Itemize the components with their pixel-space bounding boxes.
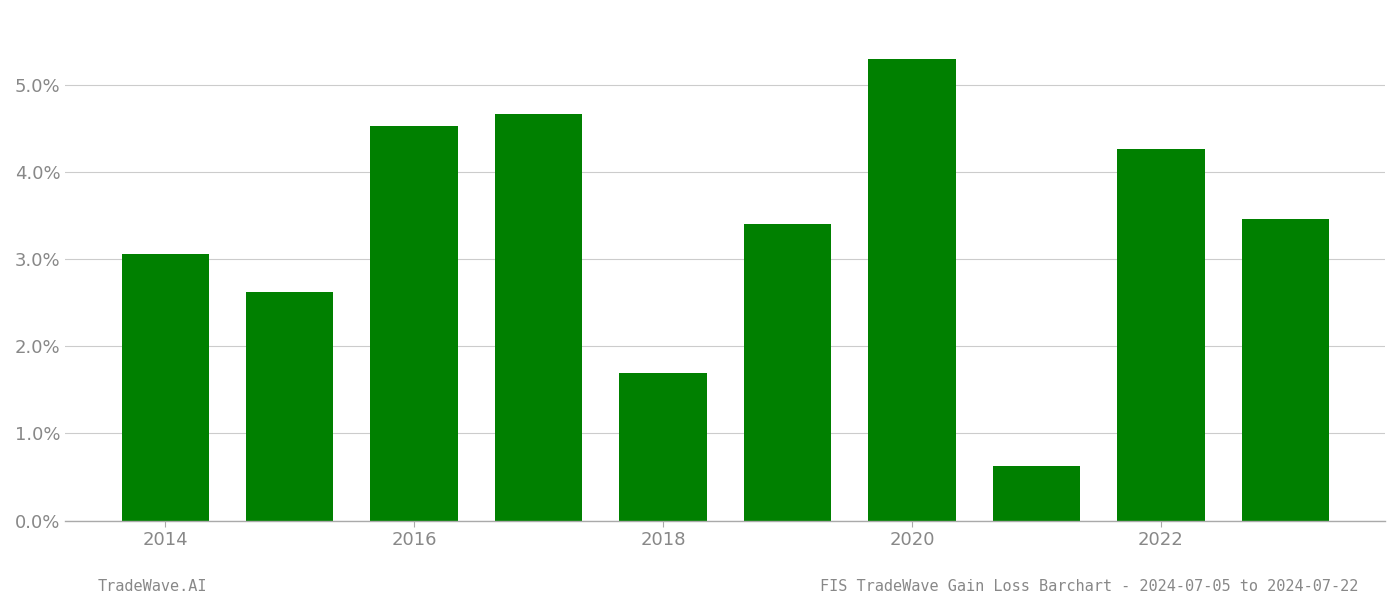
Bar — [743, 224, 832, 521]
Bar — [122, 254, 209, 521]
Bar — [993, 466, 1079, 521]
Bar — [868, 59, 956, 521]
Text: FIS TradeWave Gain Loss Barchart - 2024-07-05 to 2024-07-22: FIS TradeWave Gain Loss Barchart - 2024-… — [819, 579, 1358, 594]
Bar — [496, 113, 582, 521]
Bar — [619, 373, 707, 521]
Bar — [1242, 219, 1329, 521]
Bar — [1117, 149, 1204, 521]
Bar — [371, 126, 458, 521]
Bar — [246, 292, 333, 521]
Text: TradeWave.AI: TradeWave.AI — [98, 579, 207, 594]
